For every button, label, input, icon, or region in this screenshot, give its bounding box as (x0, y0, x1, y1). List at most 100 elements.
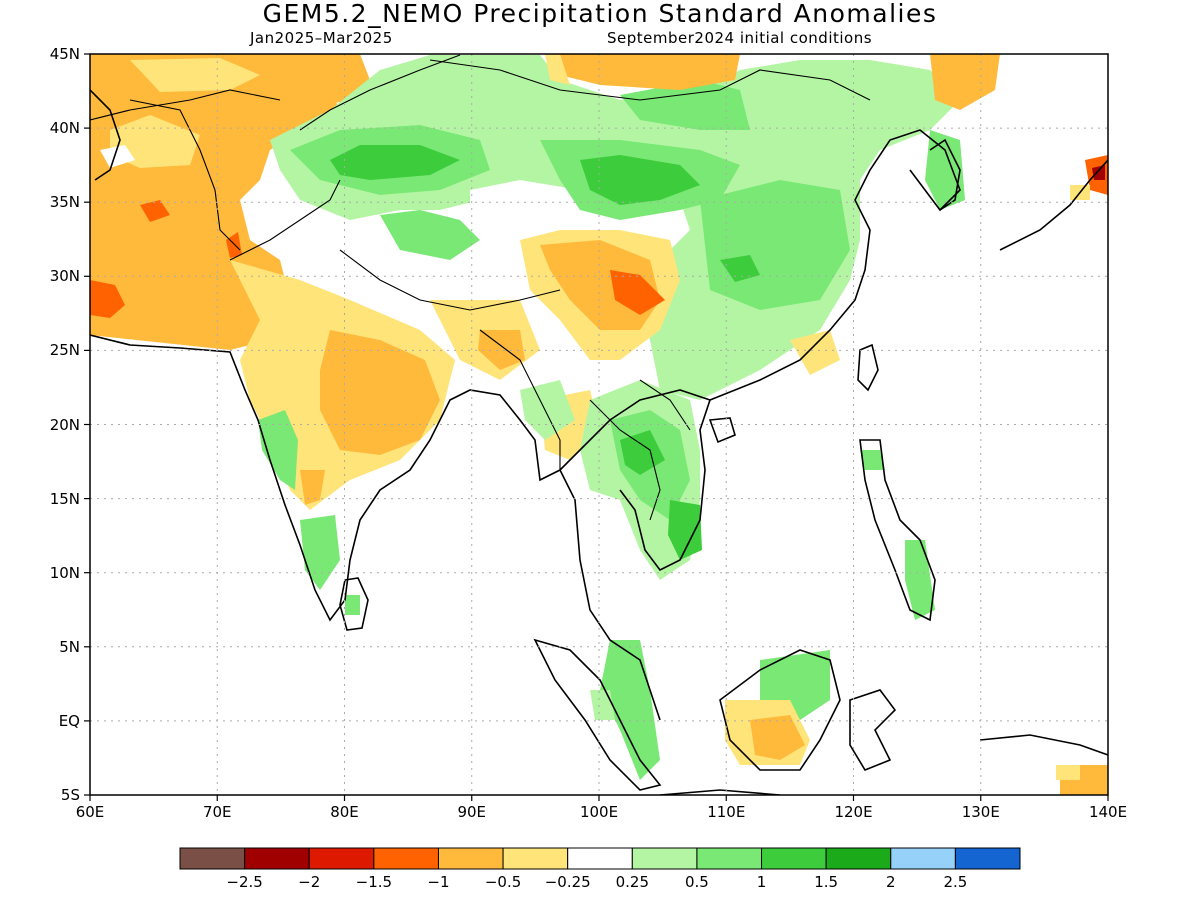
coastline-japan (999, 159, 1108, 251)
anomaly-region-vietnam-strong-wet (668, 500, 702, 560)
anomaly-region-south-china-coast-dry (790, 330, 840, 375)
colorbar-swatch (567, 847, 633, 870)
border-kazakhstan (90, 89, 281, 121)
border-china-central-asia (299, 54, 461, 131)
anomaly-region-new-guinea-light (1056, 765, 1080, 780)
anomaly-region-kazakh-light (130, 58, 260, 92)
anomaly-region-mongolia-wet (620, 80, 750, 130)
colorbar-swatch (890, 847, 956, 870)
latitude-label: 25N (49, 341, 80, 360)
border-mongolia (429, 59, 871, 101)
anomaly-shading (90, 54, 1108, 795)
longitude-label: 100E (579, 803, 619, 821)
coastline-caspian-region (90, 89, 121, 181)
longitude-label: 60E (75, 803, 105, 821)
coastline-sri-lanka (339, 577, 369, 631)
latitude-label: 35N (49, 193, 80, 212)
coastline-borneo (719, 649, 841, 771)
colorbar-label: 0.25 (615, 873, 649, 891)
anomaly-region-india-south-light (300, 470, 325, 505)
anomaly-region-qinghai-strong-wet (580, 155, 700, 205)
colorbar-label: 2 (885, 873, 896, 891)
anomaly-region-iran-west-strong (90, 280, 125, 318)
anomaly-region-india-moderate (320, 330, 440, 455)
latitude-label: EQ (58, 711, 80, 730)
anomaly-region-korea-wet (925, 130, 965, 210)
anomaly-region-tibet-wet (380, 210, 480, 260)
colorbar-label: 0.5 (684, 873, 709, 891)
anomaly-region-iran-strong (140, 200, 170, 222)
colorbar-swatch (954, 847, 1021, 870)
longitude-label: 70E (202, 803, 232, 821)
coastline-korea (929, 138, 961, 211)
gridlines (90, 54, 1108, 795)
coastline-arabia-iran (90, 334, 661, 721)
colorbar-label: −1 (427, 873, 450, 891)
longitude-label: 140E (1088, 803, 1128, 821)
border-myanmar (479, 329, 561, 470)
anomaly-region-mongolia-light (545, 54, 570, 85)
border-vietnam (639, 379, 691, 431)
anomaly-region-pakistan-strong (226, 232, 242, 258)
colorbar-label: −1.5 (355, 873, 393, 891)
latitude-label: 10N (49, 563, 80, 582)
colorbar-swatch (696, 847, 763, 870)
anomaly-region-borneo-moderate-dry (750, 715, 805, 760)
colorbar-label: −2.5 (226, 873, 263, 891)
coastline-hainan (708, 417, 736, 444)
latitude-label: 5N (59, 637, 80, 656)
anomaly-region-srilanka-wet (345, 595, 360, 615)
anomaly-region-iran-moderate (100, 175, 230, 280)
colorbar-label: 1.5 (814, 873, 839, 891)
coastline-taiwan (857, 343, 879, 392)
axis-ticks (84, 53, 1109, 801)
anomaly-region-mongolia-dry (560, 54, 740, 90)
coastline-china-east (709, 129, 961, 401)
latitude-label: 40N (49, 119, 80, 138)
coastlines (90, 89, 1108, 795)
latitude-label: 20N (49, 415, 80, 434)
latitude-label: 5S (60, 786, 80, 804)
colorbar-swatch (502, 847, 569, 870)
map-title: GEM5.2_NEMO Precipitation Standard Anoma… (262, 0, 938, 28)
colorbar-label: −0.5 (484, 873, 522, 891)
colorbar-label: 1 (756, 873, 767, 891)
longitude-label: 90E (457, 803, 487, 821)
anomaly-region-philippines-wet (860, 450, 885, 470)
colorbar (179, 847, 1021, 870)
coastline-indochina (559, 389, 712, 572)
country-borders (90, 54, 871, 521)
colorbar-label: −0.25 (544, 873, 591, 891)
anomaly-region-sw-china-strong (610, 270, 665, 315)
colorbar-label: 2.5 (943, 873, 968, 891)
border-thailand-laos (589, 399, 661, 521)
coastline-sulawesi (849, 689, 897, 771)
latitude-label: 45N (49, 45, 80, 63)
anomaly-region-tarim-strong-wet (330, 145, 460, 180)
coastline-java (659, 789, 781, 795)
anomaly-region-japan-extreme-dry (1092, 165, 1105, 180)
colorbar-swatch (308, 847, 375, 870)
anomaly-region-myanmar-moderate (478, 330, 525, 370)
anomaly-region-white-tarim (470, 180, 560, 240)
coastline-new-guinea (979, 734, 1108, 756)
subtitle-initial-conditions: September2024 initial conditions (607, 29, 873, 47)
longitude-label: 80E (330, 803, 359, 821)
anomaly-region-india-sw-wet (300, 515, 340, 590)
colorbar-swatch (244, 847, 310, 870)
anomaly-region-india-west-coast-wet (258, 410, 298, 490)
border-pakistan-india (229, 179, 341, 261)
latitude-label: 15N (49, 489, 80, 508)
coastline-philippines (859, 439, 936, 622)
subtitle-period: Jan2025–Mar2025 (250, 29, 393, 47)
border-iran-afghanistan (129, 99, 241, 251)
colorbar-label: −2 (298, 873, 321, 891)
longitude-label: 130E (961, 803, 1000, 821)
longitude-label: 120E (834, 803, 873, 821)
colorbar-swatch (761, 847, 827, 870)
border-himalaya (339, 249, 561, 311)
coastline-sumatra (533, 638, 662, 791)
anomaly-region-east-china-strong-wet (720, 255, 760, 282)
anomaly-region-bay-of-bengal-wet (520, 380, 575, 440)
